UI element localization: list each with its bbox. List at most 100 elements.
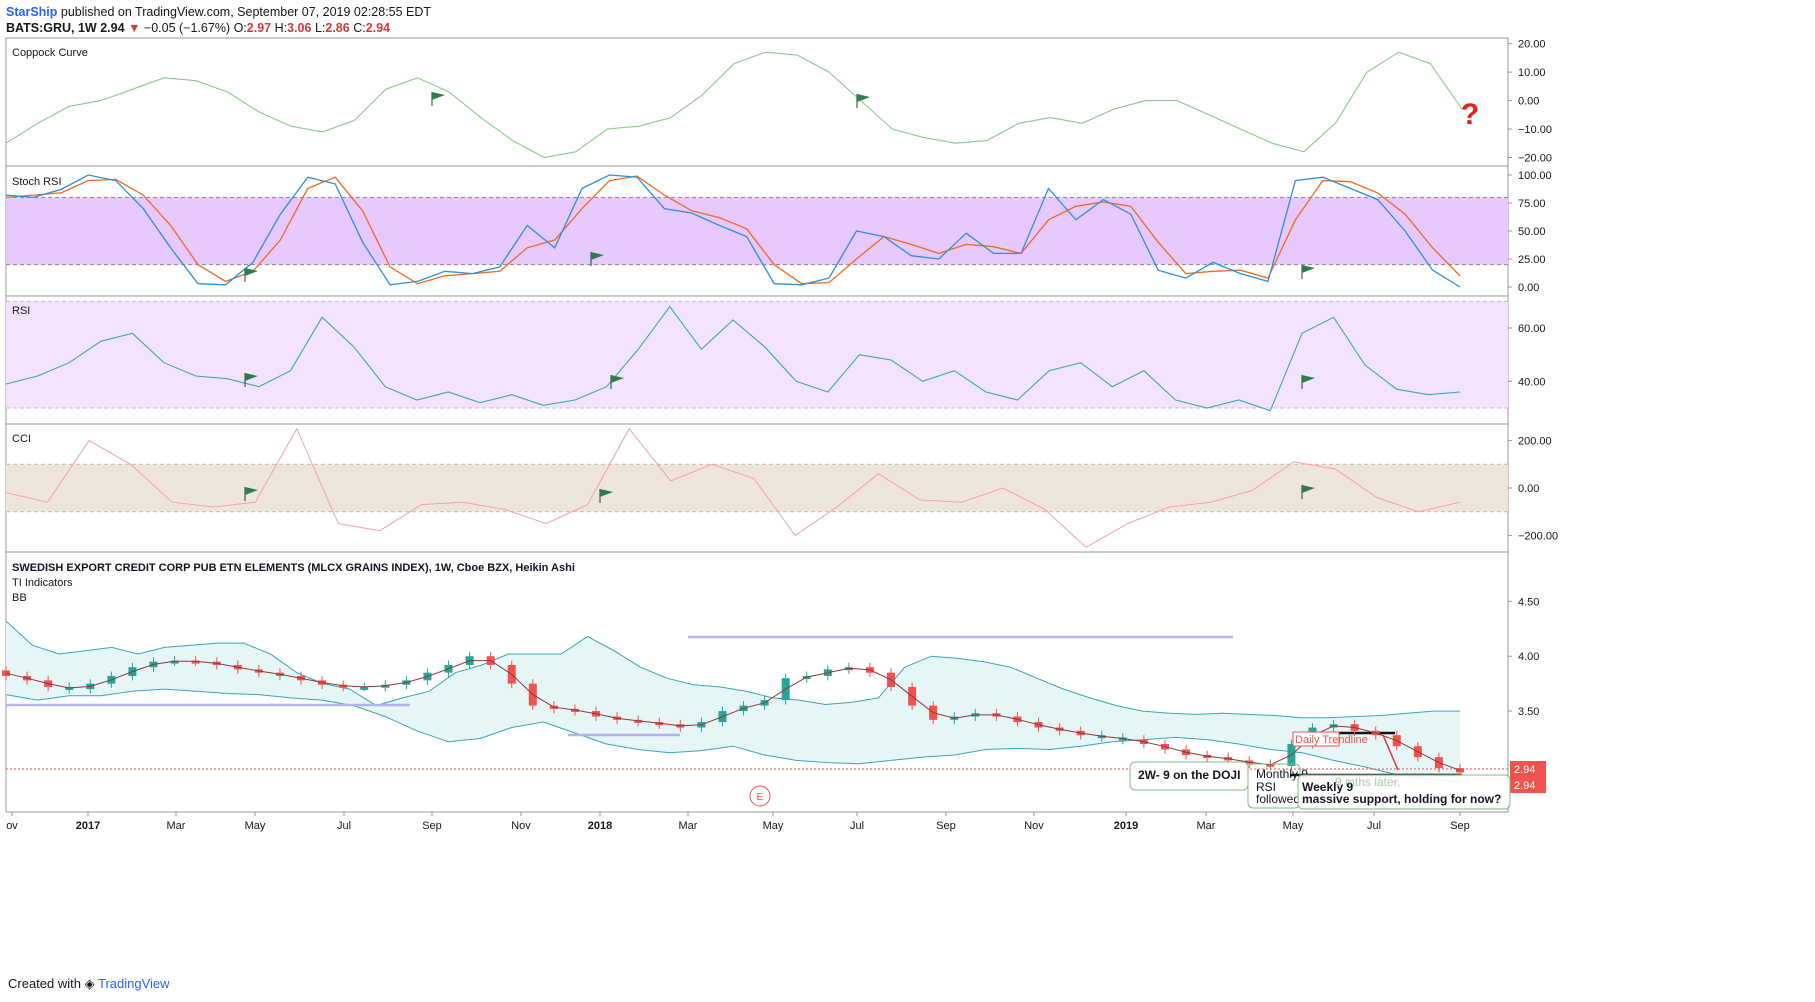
- stoch-tick-label: 75.00: [1518, 198, 1546, 210]
- flag-shape: [611, 375, 624, 383]
- flag-shape: [245, 373, 258, 381]
- callout-months-later: 9 mths later,: [1335, 775, 1400, 789]
- rsi-tick-label: 40.00: [1518, 376, 1546, 388]
- callout-rsi: RSI: [1256, 780, 1276, 794]
- high-value: 3.06: [287, 21, 312, 35]
- trendline-arrow: [1382, 734, 1399, 771]
- tradingview-logo-icon: ◈: [84, 976, 95, 991]
- flag-shape: [432, 92, 445, 100]
- candle-body: [191, 660, 200, 664]
- tradingview-link[interactable]: TradingView: [98, 976, 170, 991]
- bollinger-fill: [6, 621, 1460, 783]
- price-label-bg: [1510, 777, 1546, 793]
- stoch-tick-label: 100.00: [1518, 170, 1552, 182]
- cci-line: [5, 427, 1461, 548]
- price-label-bg: [1510, 761, 1546, 777]
- flag-shape: [245, 268, 258, 276]
- rsi-line: [5, 305, 1461, 412]
- x-axis-tick-label: May: [245, 820, 266, 832]
- flag-shape: [1302, 485, 1315, 493]
- callout-weekly: Weekly 9: [1302, 780, 1353, 794]
- flag-shape: [857, 94, 870, 102]
- stoch-tick-label: 0.00: [1518, 282, 1539, 294]
- stoch-tick-label: 50.00: [1518, 226, 1546, 238]
- high-label: H:: [274, 21, 288, 35]
- x-axis-tick-label: Sep: [936, 820, 956, 832]
- rsi-tick-label: 60.00: [1518, 323, 1546, 335]
- coppock-tick-label: 10.00: [1518, 67, 1546, 79]
- flag-shape: [1302, 375, 1315, 383]
- candle-body: [170, 660, 179, 664]
- flag-shape: [245, 487, 258, 495]
- price-tick-label: 3.50: [1518, 706, 1539, 718]
- callout-trendline: Daily Trendline: [1295, 734, 1368, 746]
- published-text: published on TradingView.com, September …: [60, 5, 432, 19]
- candle-body: [1456, 768, 1464, 773]
- coppock-title: Coppock Curve: [12, 47, 88, 59]
- chart-header: StarShip published on TradingView.com, S…: [6, 4, 431, 36]
- brand-link[interactable]: StarShip: [6, 5, 58, 19]
- x-axis-tick-label: ov: [6, 820, 18, 832]
- flag-shape: [1302, 265, 1315, 273]
- flag-icon: [856, 94, 870, 108]
- x-axis-tick-label: Mar: [1197, 820, 1216, 832]
- price-tick-label: 4.00: [1518, 651, 1539, 663]
- rsi-band: [6, 301, 1508, 408]
- price-pane-title: SWEDISH EXPORT CREDIT CORP PUB ETN ELEME…: [12, 562, 575, 574]
- open-label: O:: [233, 21, 247, 35]
- bb-label: BB: [12, 592, 27, 604]
- cci-title: CCI: [12, 433, 31, 445]
- stoch-title: Stoch RSI: [12, 176, 62, 188]
- question-mark-annotation: ?: [1461, 98, 1479, 131]
- flag-icon: [590, 252, 604, 266]
- earnings-e-icon: [749, 785, 771, 807]
- flag-icon: [1301, 375, 1315, 389]
- callout-monthly: Monthly 9,: [1256, 767, 1311, 781]
- flag-icon: [244, 487, 258, 501]
- price-tick-label: 4.50: [1518, 596, 1539, 608]
- flag-icon: [431, 92, 445, 106]
- x-axis-tick-label: 2017: [76, 820, 100, 832]
- callout-doji: 2W- 9 on the DOJI: [1138, 768, 1240, 782]
- stoch-tick-label: 25.00: [1518, 254, 1546, 266]
- bollinger-upper-line: [5, 620, 1460, 719]
- flag-icon: [599, 489, 613, 503]
- x-axis-tick-label: Sep: [422, 820, 442, 832]
- coppock-tick-label: 0.00: [1518, 96, 1539, 108]
- callout-support: massive support, holding for now?: [1302, 792, 1501, 806]
- x-axis-tick-label: Nov: [511, 820, 531, 832]
- x-axis-tick-label: May: [763, 820, 784, 832]
- flag-icon: [1301, 265, 1315, 279]
- price-label: 2.94: [1514, 780, 1535, 792]
- ti-indicators-label: TI Indicators: [12, 577, 73, 589]
- flag-shape: [591, 252, 604, 260]
- x-axis-tick-label: Jul: [337, 820, 351, 832]
- bollinger-lower-line: [5, 688, 1461, 783]
- flag-shape: [600, 489, 613, 497]
- flag-icon: [244, 373, 258, 387]
- flag-icon: [1301, 485, 1315, 499]
- created-with-text: Created with: [8, 976, 81, 991]
- x-axis-tick-label: Jul: [850, 820, 864, 832]
- cci-tick-label: 0.00: [1518, 483, 1539, 495]
- coppock-tick-label: 20.00: [1518, 39, 1546, 51]
- flag-icon: [610, 375, 624, 389]
- price-label: 2.94: [1514, 764, 1535, 776]
- x-axis-tick-label: Mar: [679, 820, 698, 832]
- open-value: 2.97: [246, 21, 272, 35]
- x-axis-tick-label: May: [1283, 820, 1304, 832]
- close-label: C:: [353, 21, 366, 35]
- rsi-title: RSI: [12, 305, 30, 317]
- down-arrow-icon: ▼: [128, 21, 141, 35]
- cci-tick-label: 200.00: [1518, 436, 1552, 448]
- callout-box: [1297, 774, 1511, 810]
- x-axis-tick-label: 2019: [1114, 820, 1138, 832]
- cci-tick-label: −200.00: [1518, 530, 1558, 542]
- low-value: 2.86: [325, 21, 350, 35]
- last-price: 2.94: [100, 21, 125, 35]
- footer: Created with ◈ TradingView: [8, 976, 170, 992]
- callout-followed: followed: [1256, 792, 1300, 806]
- close-value: 2.94: [365, 21, 391, 35]
- symbol-label[interactable]: BATS:GRU, 1W: [6, 21, 97, 35]
